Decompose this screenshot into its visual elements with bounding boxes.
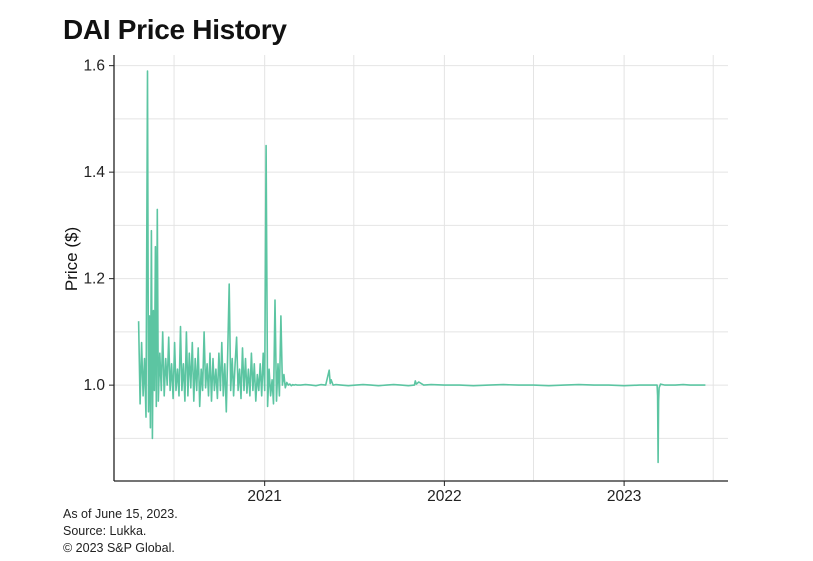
x-tick-label: 2022 bbox=[427, 488, 461, 505]
y-axis-title: Price ($) bbox=[62, 227, 81, 291]
footnote-as-of: As of June 15, 2023. bbox=[63, 507, 178, 521]
y-tick-label: 1.4 bbox=[83, 164, 105, 181]
y-tick-label: 1.2 bbox=[83, 271, 105, 288]
chart-title: DAI Price History bbox=[63, 14, 287, 45]
x-tick-label: 2021 bbox=[247, 488, 281, 505]
series-line-dai-price bbox=[137, 70, 706, 464]
footnote-copyright: © 2023 S&P Global. bbox=[63, 541, 175, 555]
footnotes: As of June 15, 2023. Source: Lukka. © 20… bbox=[63, 506, 178, 557]
x-tick-label: 2023 bbox=[607, 488, 641, 505]
footnote-source: Source: Lukka. bbox=[63, 524, 147, 538]
grid-lines bbox=[114, 55, 728, 481]
axes bbox=[109, 55, 728, 486]
tick-labels: 1.0 1.2 1.4 1.6 2021 2022 2023 bbox=[83, 58, 641, 505]
y-tick-label: 1.6 bbox=[83, 58, 105, 75]
y-tick-label: 1.0 bbox=[83, 377, 105, 394]
